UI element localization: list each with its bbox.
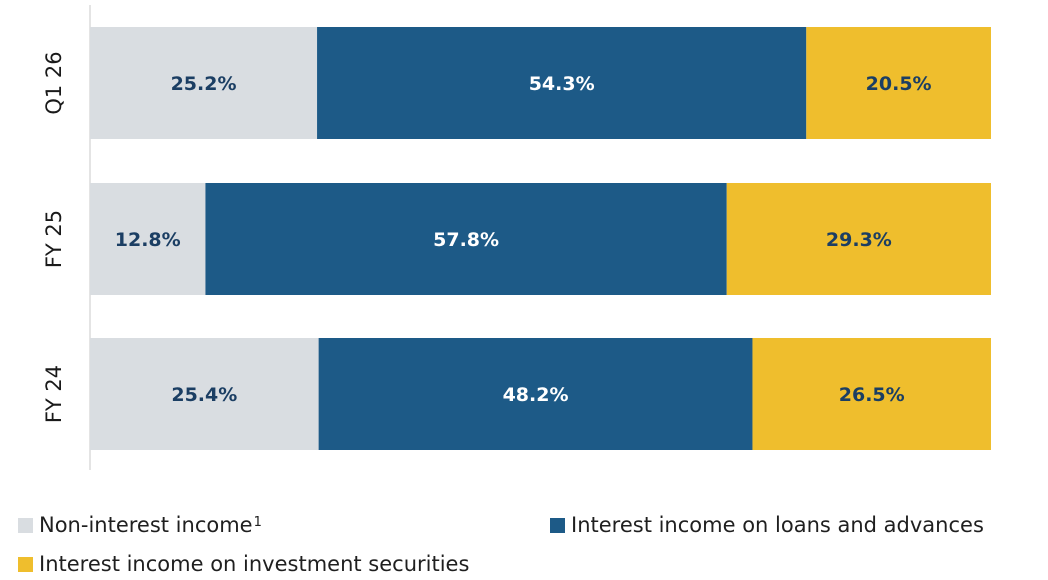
- category-label: FY 25: [42, 210, 66, 268]
- bar-segment: [318, 338, 753, 450]
- legend-label: Interest income on investment securities: [39, 552, 470, 576]
- data-label: 54.3%: [529, 73, 595, 95]
- legend-swatch: [550, 517, 565, 533]
- legend-label: Non-interest income: [39, 513, 253, 537]
- bar-segment: [317, 27, 807, 139]
- data-label: 25.4%: [171, 384, 237, 406]
- data-label: 20.5%: [866, 73, 932, 95]
- category-label: FY 24: [42, 365, 66, 423]
- legend-footnote: 1: [253, 514, 262, 530]
- bar-segment: [90, 338, 319, 450]
- legend-item-investment-securities: Interest income on investment securities: [18, 552, 469, 576]
- legend-item-loans-and-advances: Interest income on loans and advances: [550, 513, 984, 537]
- bar-segment: [726, 183, 991, 295]
- stacked-bar-chart: 25.2% 54.3% 20.5% Q1 26 12.8% 57.8% 29.3% FY 25…: [42, 5, 991, 470]
- bar-segment: [752, 338, 991, 450]
- bar-segment: [90, 27, 318, 139]
- data-label: 29.3%: [826, 229, 892, 251]
- legend-swatch: [18, 517, 33, 533]
- bar-segment: [90, 183, 206, 295]
- bar-segment: [806, 27, 991, 139]
- category-label: Q1 26: [42, 51, 66, 114]
- data-label: 57.8%: [433, 229, 499, 251]
- legend-swatch: [18, 556, 33, 572]
- bar-segment: [205, 183, 727, 295]
- legend-item-non-interest-income: Non-interest income 1: [18, 513, 262, 537]
- data-label: 12.8%: [115, 229, 181, 251]
- legend-label: Interest income on loans and advances: [571, 513, 984, 537]
- data-label: 26.5%: [839, 384, 905, 406]
- data-label: 25.2%: [171, 73, 237, 95]
- data-label: 48.2%: [503, 384, 569, 406]
